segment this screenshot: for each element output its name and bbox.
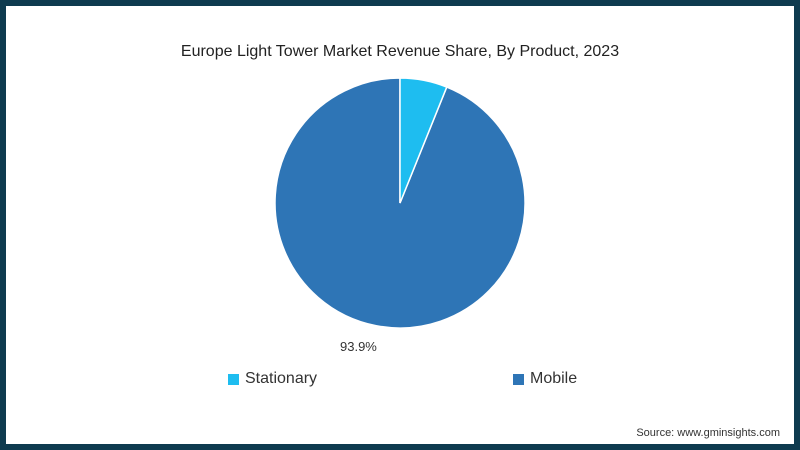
data-label-mobile: 93.9% — [340, 339, 377, 354]
legend-swatch-stationary — [228, 373, 239, 385]
legend-item-stationary: Stationary — [228, 370, 317, 388]
pie-slice-stationary — [399, 77, 448, 204]
source-note: Source: www.gminsights.com — [636, 427, 780, 439]
legend-swatch-mobile — [513, 373, 524, 385]
chart-title: Europe Light Tower Market Revenue Share,… — [180, 43, 620, 60]
legend-item-mobile: Mobile — [513, 370, 577, 388]
